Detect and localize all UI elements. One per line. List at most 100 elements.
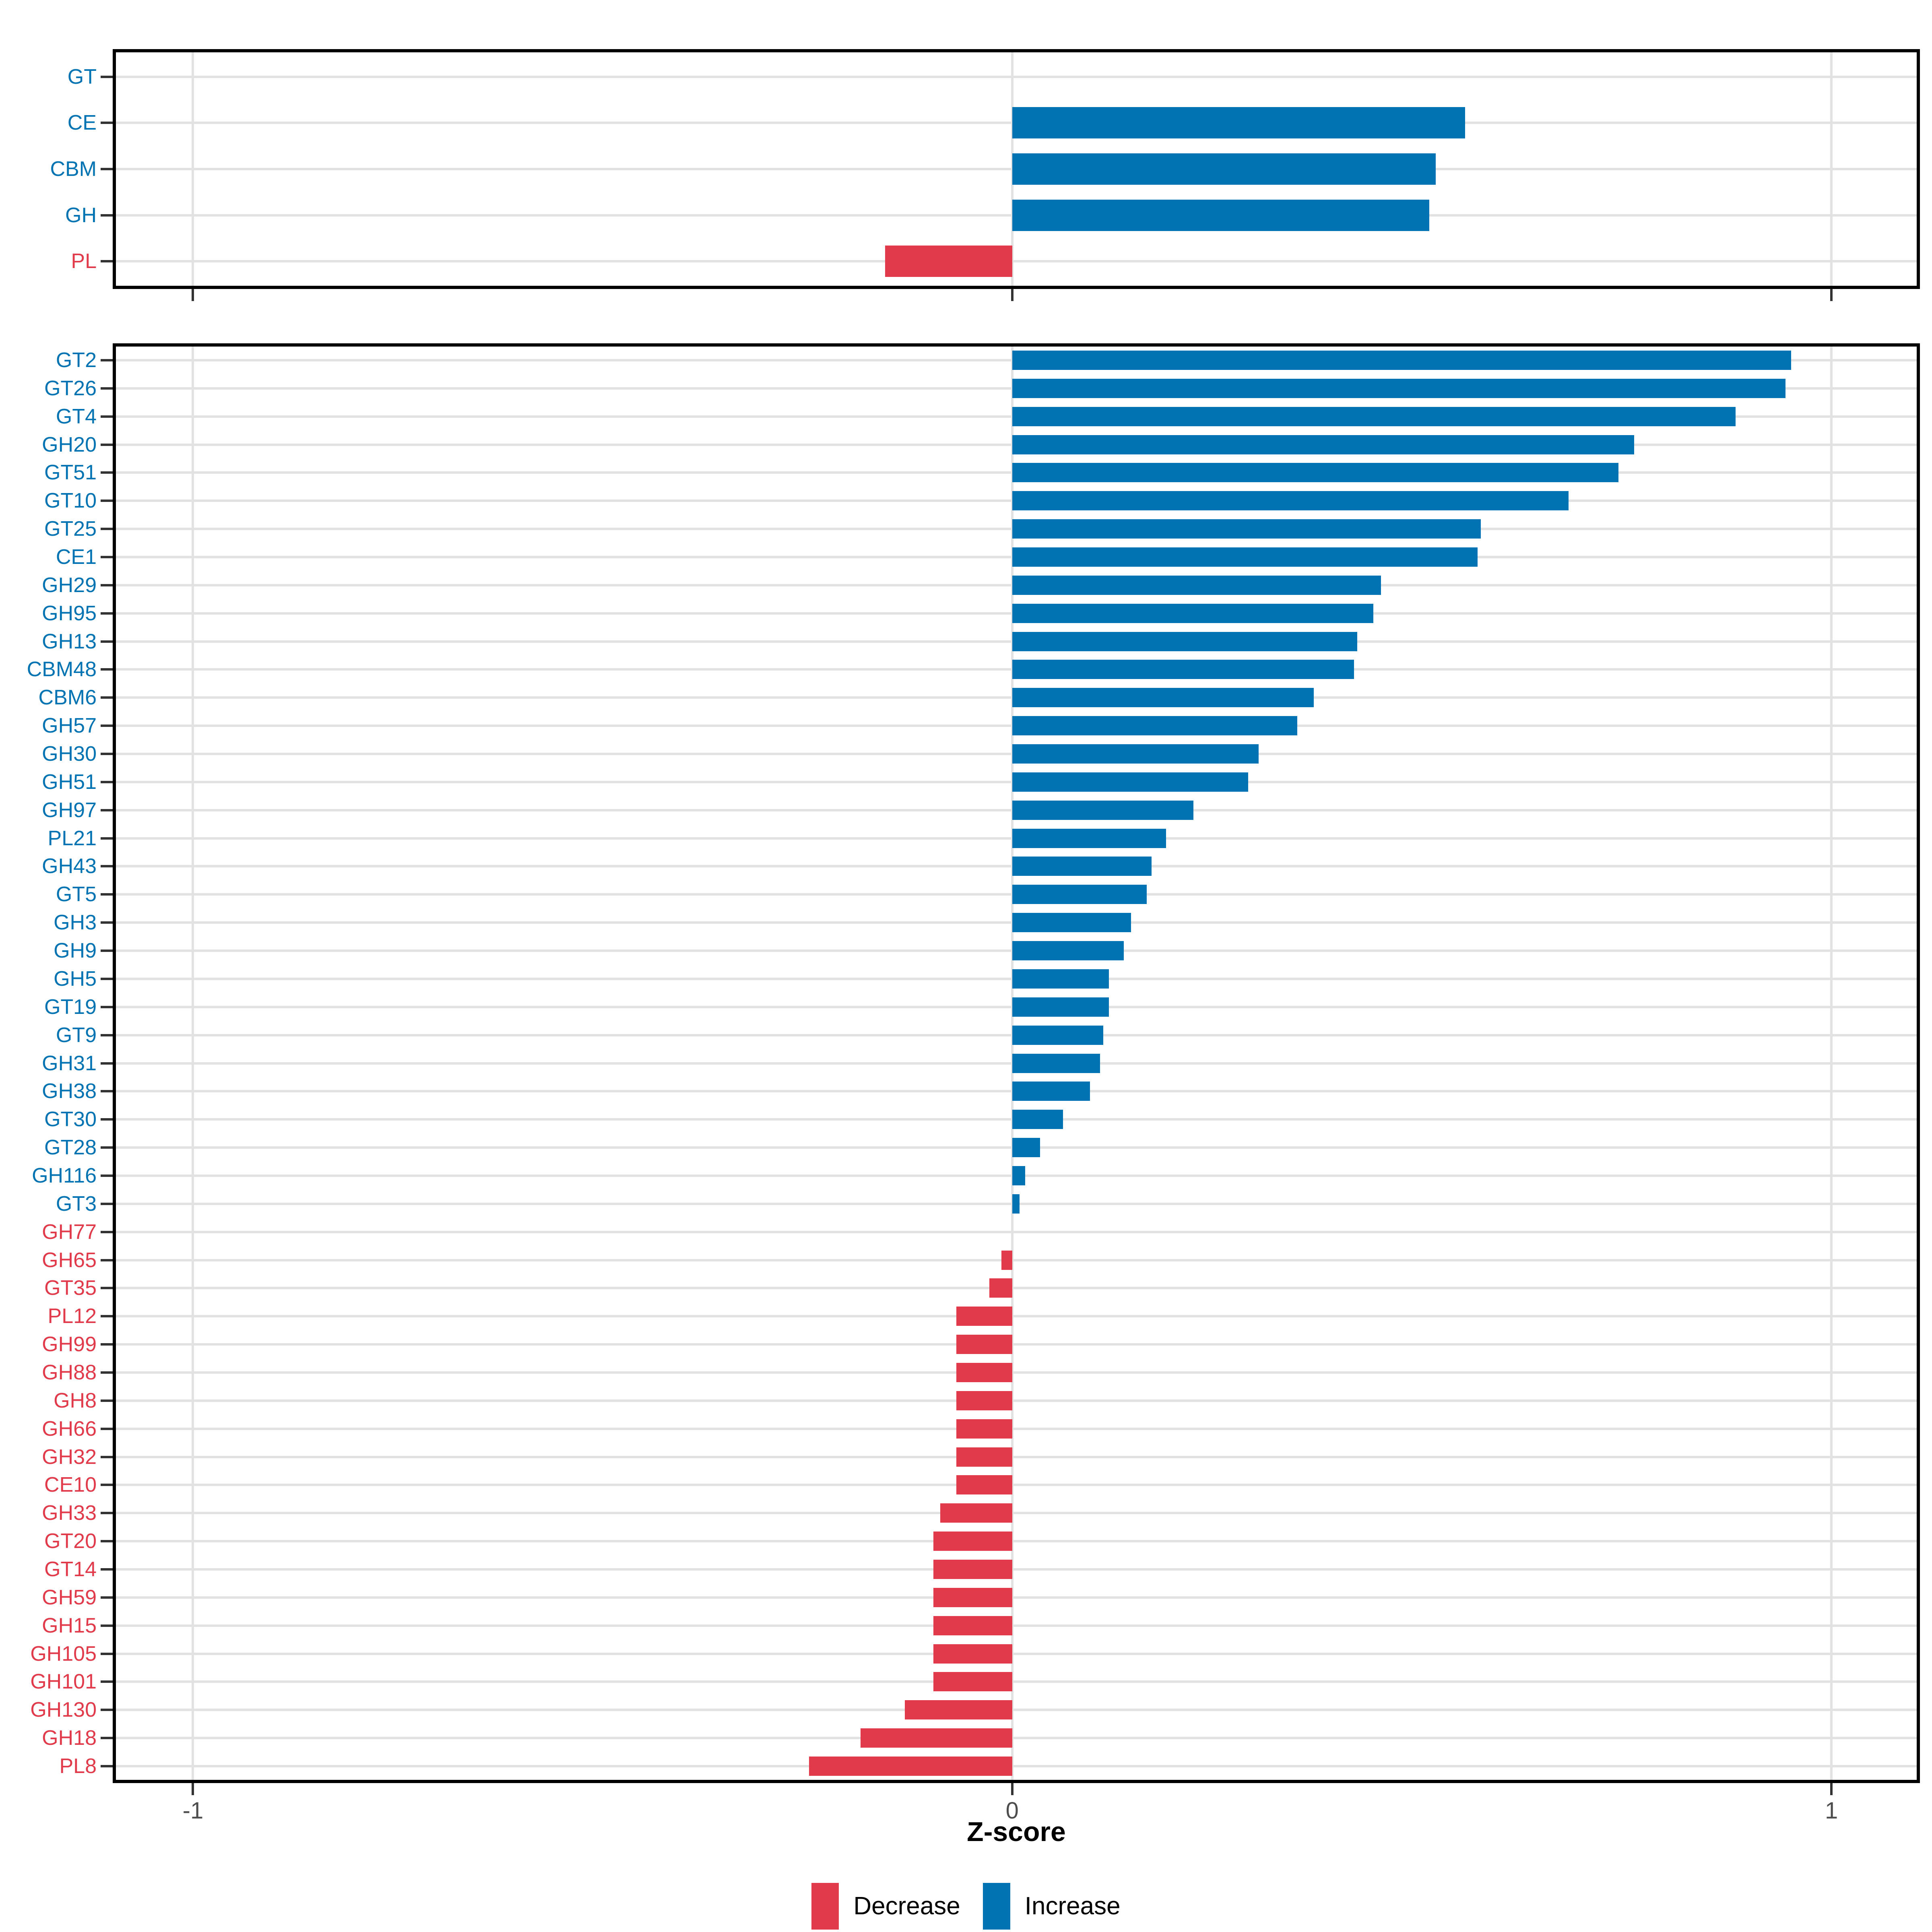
category-label-GT: GT — [67, 65, 97, 89]
category-label-GT14: GT14 — [44, 1558, 97, 1581]
bar-GH101 — [933, 1672, 1012, 1692]
category-label-PL8: PL8 — [59, 1754, 97, 1778]
category-label-GH9: GH9 — [54, 939, 97, 963]
y-tick — [101, 1062, 113, 1065]
category-label-GH77: GH77 — [42, 1220, 97, 1244]
bar-GT2 — [1012, 350, 1792, 370]
bar-GT20 — [933, 1532, 1012, 1551]
category-label-GH: GH — [65, 203, 97, 227]
bar-PL12 — [956, 1307, 1012, 1326]
bar-GH59 — [933, 1587, 1012, 1607]
category-label-GH3: GH3 — [54, 911, 97, 935]
row-gridline — [113, 1624, 1920, 1627]
bar-GH97 — [1012, 800, 1193, 820]
bar-GH20 — [1012, 435, 1634, 454]
y-tick — [101, 809, 113, 811]
category-label-PL: PL — [71, 250, 97, 273]
category-label-CE1: CE1 — [56, 545, 97, 569]
x-tick-label-0: 0 — [1005, 1798, 1019, 1824]
row-gridline — [113, 1315, 1920, 1318]
y-tick — [101, 1287, 113, 1290]
category-label-GT10: GT10 — [44, 489, 97, 513]
bar-CBM — [1012, 153, 1436, 185]
legend-label: Decrease — [853, 1892, 960, 1920]
row-gridline — [113, 1343, 1920, 1346]
category-label-CE: CE — [67, 111, 97, 135]
bar-GH105 — [933, 1644, 1012, 1664]
bar-GH30 — [1012, 744, 1259, 764]
bar-GH99 — [956, 1335, 1012, 1354]
y-tick — [101, 1118, 113, 1121]
y-tick — [101, 1568, 113, 1571]
category-label-GT9: GT9 — [56, 1023, 97, 1047]
y-tick — [101, 1202, 113, 1205]
x-tick-1 — [1830, 289, 1833, 301]
category-label-GH101: GH101 — [30, 1670, 97, 1694]
bar-GH8 — [956, 1391, 1012, 1410]
y-tick — [101, 168, 113, 170]
category-label-GH30: GH30 — [42, 742, 97, 766]
category-label-GH15: GH15 — [42, 1614, 97, 1637]
y-tick — [101, 753, 113, 755]
row-gridline — [113, 1737, 1920, 1740]
category-label-GT3: GT3 — [56, 1192, 97, 1216]
bar-CE10 — [956, 1475, 1012, 1495]
row-gridline — [113, 1399, 1920, 1402]
y-tick — [101, 780, 113, 783]
row-gridline — [113, 1371, 1920, 1374]
y-tick — [101, 443, 113, 446]
bar-GH57 — [1012, 716, 1298, 736]
row-gridline — [113, 1455, 1920, 1458]
row-gridline — [113, 1287, 1920, 1290]
top-panel: GT CE CBM GH PL — [50, 49, 1920, 289]
y-tick — [101, 1455, 113, 1458]
bar-GT35 — [989, 1278, 1012, 1298]
y-tick — [101, 1343, 113, 1346]
category-label-GH13: GH13 — [42, 630, 97, 653]
row-gridline — [113, 1484, 1920, 1486]
bar-GH33 — [940, 1503, 1012, 1523]
category-label-GH18: GH18 — [42, 1726, 97, 1750]
legend-item-increase: Increase — [983, 1883, 1121, 1930]
y-tick — [101, 893, 113, 896]
bar-GH43 — [1012, 857, 1152, 876]
row-gridline — [113, 1765, 1920, 1768]
bar-GT26 — [1012, 378, 1786, 398]
row-gridline — [113, 1596, 1920, 1599]
bar-GT10 — [1012, 491, 1569, 511]
y-tick — [101, 415, 113, 418]
y-tick — [101, 1484, 113, 1486]
category-label-GH65: GH65 — [42, 1248, 97, 1272]
category-label-CBM48: CBM48 — [27, 658, 97, 681]
y-tick — [101, 1765, 113, 1768]
y-tick — [101, 359, 113, 361]
bar-GH — [1012, 199, 1429, 231]
row-gridline — [113, 1540, 1920, 1543]
legend-item-decrease: Decrease — [811, 1883, 960, 1930]
row-gridline — [113, 1259, 1920, 1261]
bar-GH65 — [1001, 1250, 1012, 1270]
category-label-GH95: GH95 — [42, 601, 97, 625]
category-label-GH20: GH20 — [42, 433, 97, 456]
y-tick — [101, 528, 113, 530]
category-label-GH43: GH43 — [42, 855, 97, 878]
legend: Decrease Increase — [0, 1883, 1932, 1930]
y-tick — [101, 668, 113, 671]
bar-GH9 — [1012, 941, 1124, 961]
category-label-GH105: GH105 — [30, 1642, 97, 1666]
category-label-GH8: GH8 — [54, 1389, 97, 1412]
row-gridline — [113, 1230, 1920, 1233]
row-gridline — [113, 1709, 1920, 1711]
x-tick--1 — [192, 1783, 194, 1795]
category-label-GH5: GH5 — [54, 967, 97, 991]
y-tick — [101, 1371, 113, 1374]
bar-GH5 — [1012, 969, 1109, 989]
row-gridline — [113, 260, 1920, 263]
category-label-GT5: GT5 — [56, 883, 97, 906]
category-label-GH66: GH66 — [42, 1417, 97, 1441]
bar-GH116 — [1012, 1166, 1026, 1185]
category-label-GH51: GH51 — [42, 770, 97, 794]
category-label-CBM6: CBM6 — [38, 686, 97, 710]
y-tick — [101, 612, 113, 615]
